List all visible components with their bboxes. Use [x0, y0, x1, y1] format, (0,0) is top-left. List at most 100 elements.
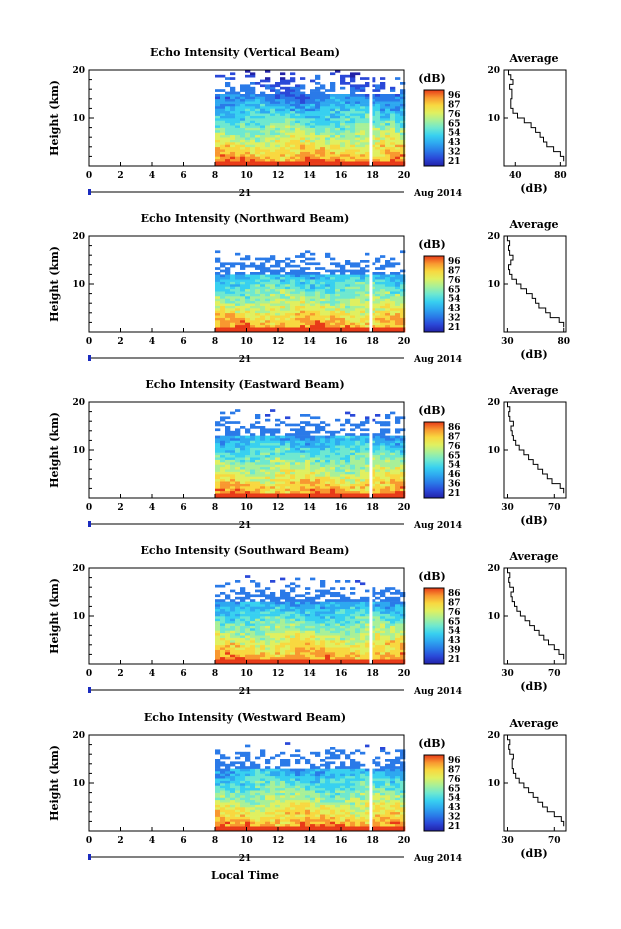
colorbar-tick-label: 96: [448, 756, 461, 766]
x-tick-label: 4: [149, 503, 155, 513]
day-marker: [88, 355, 91, 361]
colorbar-tick-label: 65: [448, 784, 461, 794]
colorbar: [423, 754, 445, 832]
panel-0: Echo Intensity (Vertical Beam) Height (km…: [48, 46, 567, 199]
colorbar-tick-label: 43: [448, 636, 461, 646]
date-label: Aug 2014: [413, 189, 462, 199]
x-tick-label: 2: [117, 503, 123, 513]
date-label: Aug 2014: [413, 687, 462, 697]
x-tick-label: 16: [335, 836, 348, 846]
echo-heatmap: [215, 236, 406, 333]
profile-line: [507, 69, 565, 162]
colorbar-tick-label: 54: [448, 794, 461, 804]
profile-title: Average: [508, 384, 558, 397]
echo-heatmap: [215, 70, 406, 167]
profile-line: [506, 401, 565, 494]
panel-2: Echo Intensity (Eastward Beam) Height (km…: [48, 378, 567, 531]
y-axis-label: Height (km): [48, 80, 61, 156]
profile-y-tick-label: 10: [487, 612, 500, 622]
x-tick-label: 16: [335, 669, 348, 679]
colorbar-tick-label: 39: [448, 646, 461, 656]
colorbar-tick-label: 54: [448, 461, 461, 471]
y-tick-label: 20: [72, 398, 85, 408]
profile-x-label: (dB): [520, 680, 547, 693]
colorbar-tick-label: 21: [448, 157, 461, 167]
colorbar-unit: (dB): [418, 737, 445, 750]
panel-title: Echo Intensity (Eastward Beam): [145, 378, 344, 391]
profile-x-tick-label: 30: [501, 669, 514, 679]
colorbar-tick-label: 21: [448, 655, 461, 665]
x-tick-label: 6: [180, 503, 186, 513]
colorbar: [423, 89, 445, 167]
panel-title: Echo Intensity (Westward Beam): [144, 711, 346, 724]
profile-line: [506, 235, 565, 328]
profile-x-tick-label: 70: [548, 503, 561, 513]
panel-title: Echo Intensity (Vertical Beam): [150, 46, 340, 59]
profile-y-tick-label: 20: [487, 66, 500, 76]
colorbar-tick-label: 86: [448, 589, 461, 599]
x-tick-label: 0: [86, 503, 92, 513]
x-tick-label: 14: [303, 171, 316, 181]
x-tick-label: 10: [240, 836, 253, 846]
day-marker: [88, 687, 91, 693]
x-tick-label: 20: [398, 337, 411, 347]
profile-y-tick-label: 20: [487, 398, 500, 408]
x-tick-label: 18: [366, 337, 379, 347]
panel-title: Echo Intensity (Southward Beam): [141, 544, 350, 557]
x-tick-label: 10: [240, 669, 253, 679]
colorbar-tick-label: 96: [448, 91, 461, 101]
x-tick-label: 2: [117, 669, 123, 679]
x-tick-label: 20: [398, 669, 411, 679]
colorbar-tick-label: 87: [448, 598, 461, 608]
colorbar-tick-label: 96: [448, 257, 461, 267]
profile-x-label: (dB): [520, 182, 547, 195]
profile-y-tick-label: 20: [487, 564, 500, 574]
x-tick-label: 4: [149, 171, 155, 181]
colorbar-tick-label: 65: [448, 617, 461, 627]
x-tick-label: 12: [272, 669, 285, 679]
colorbar-tick-label: 76: [448, 775, 461, 785]
colorbar-unit: (dB): [418, 238, 445, 251]
y-axis-label: Height (km): [48, 578, 61, 654]
x-tick-label: 0: [86, 337, 92, 347]
date-label: Aug 2014: [413, 854, 462, 864]
profile-x-tick-label: 30: [501, 503, 514, 513]
x-tick-label: 10: [240, 171, 253, 181]
x-tick-label: 8: [212, 171, 218, 181]
day-marker: [88, 189, 91, 195]
x-tick-label: 18: [366, 171, 379, 181]
y-axis-label: Height (km): [48, 412, 61, 488]
x-tick-label: 20: [398, 503, 411, 513]
colorbar-tick-label: 21: [448, 822, 461, 832]
x-tick-label: 4: [149, 836, 155, 846]
profile-y-tick-label: 20: [487, 731, 500, 741]
colorbar-tick-label: 87: [448, 266, 461, 276]
x-tick-label: 0: [86, 669, 92, 679]
profile-x-tick-label: 30: [501, 337, 514, 347]
colorbar-tick-label: 32: [448, 148, 461, 158]
colorbar-tick-label: 43: [448, 138, 461, 148]
profile-x-tick-label: 80: [557, 337, 570, 347]
profile-y-tick-label: 10: [487, 280, 500, 290]
x-tick-label: 18: [366, 503, 379, 513]
x-tick-label: 6: [180, 171, 186, 181]
x-tick-label: 12: [272, 503, 285, 513]
x-tick-label: 8: [212, 503, 218, 513]
profile-y-tick-label: 10: [487, 779, 500, 789]
colorbar-unit: (dB): [418, 72, 445, 85]
x-tick-label: 0: [86, 171, 92, 181]
day-label: 21: [239, 355, 252, 365]
y-tick-label: 20: [72, 66, 85, 76]
y-tick-label: 10: [72, 446, 85, 456]
data-gap: [369, 236, 373, 332]
date-label: Aug 2014: [413, 521, 462, 531]
colorbar-tick-label: 76: [448, 110, 461, 120]
colorbar-tick-label: 54: [448, 627, 461, 637]
profile-x-label: (dB): [520, 348, 547, 361]
x-tick-label: 6: [180, 337, 186, 347]
y-tick-label: 20: [72, 731, 85, 741]
data-gap: [369, 402, 373, 498]
profile-line: [506, 567, 565, 660]
colorbar: [423, 587, 445, 665]
colorbar-tick-label: 36: [448, 480, 461, 490]
